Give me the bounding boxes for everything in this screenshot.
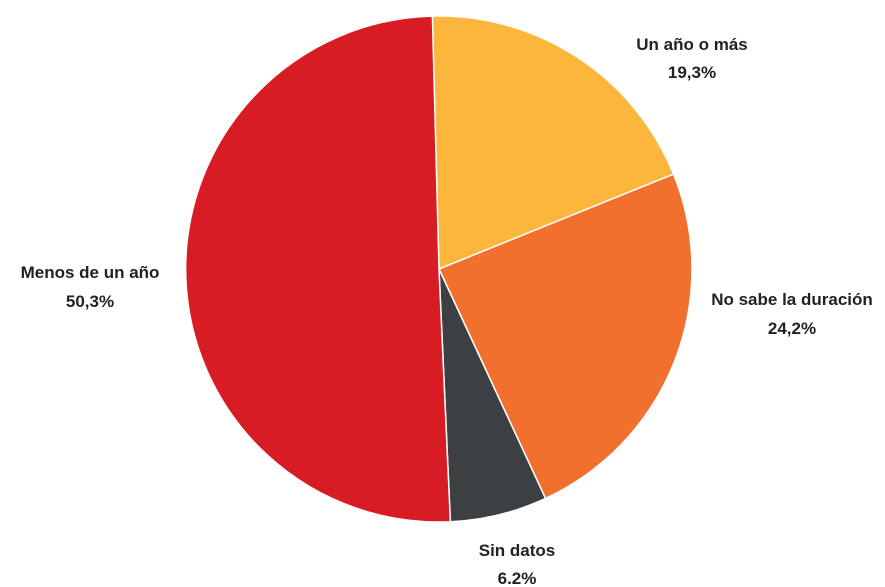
pie-slice-no-sabe-la-duraci-n xyxy=(438,173,693,500)
slice-label-sin-datos-value: 6.2% xyxy=(498,569,537,587)
slice-label-no-sabe-value: 24,2% xyxy=(768,319,816,338)
pie-slice-un-a-o-o-m-s xyxy=(431,15,675,270)
slice-label-menos-value: 50,3% xyxy=(66,292,114,311)
slice-label-un-ano-o-mas-name: Un año o más xyxy=(636,35,747,54)
slice-label-sin-datos-name: Sin datos xyxy=(479,541,556,560)
pie-slice-menos-de-un-a-o xyxy=(184,15,452,523)
slice-label-menos-name: Menos de un año xyxy=(21,263,160,282)
slice-label-un-ano-o-mas-value: 19,3% xyxy=(668,63,716,82)
slice-label-no-sabe-name: No sabe la duración xyxy=(711,290,873,309)
pie-slices xyxy=(184,15,693,523)
